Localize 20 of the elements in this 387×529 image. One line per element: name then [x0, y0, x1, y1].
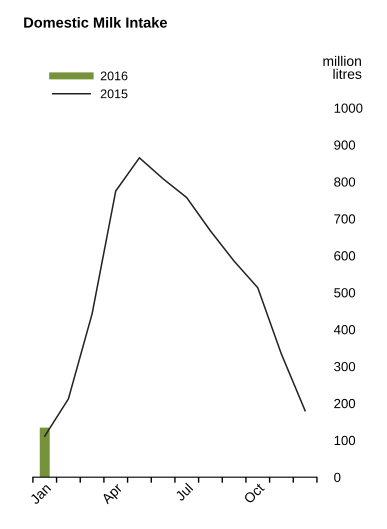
- y-tick-label: 0: [334, 472, 340, 482]
- y-tick-label: 900: [334, 140, 356, 150]
- chart-title: Domestic Milk Intake: [24, 17, 167, 28]
- y-tick-label: 700: [334, 214, 356, 224]
- x-tick-label: Apr: [100, 482, 125, 506]
- y-axis-title: million litres: [323, 56, 362, 79]
- line-series: [44, 157, 306, 437]
- y-tick-label: 400: [334, 325, 356, 334]
- legend-label: 2015: [100, 89, 128, 98]
- x-tick-label: Jul: [174, 482, 194, 502]
- y-tick-label: 100: [334, 436, 356, 446]
- y-tick-label: 1000: [334, 103, 362, 113]
- y-tick-label: 500: [334, 288, 356, 298]
- y-tick-label: 300: [334, 362, 356, 372]
- legend-label: 2016: [100, 71, 128, 80]
- y-tick-label: 800: [334, 177, 356, 187]
- x-tick-label: Jan: [29, 483, 52, 505]
- y-tick-label: 200: [334, 398, 356, 408]
- y-tick-label: 600: [334, 251, 356, 261]
- x-tick-label: Oct: [243, 482, 265, 504]
